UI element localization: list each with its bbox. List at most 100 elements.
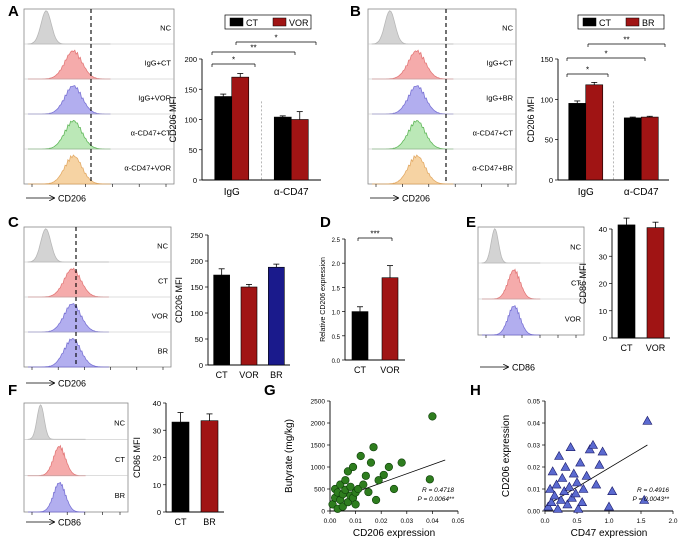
panel-h-point bbox=[552, 503, 563, 513]
panel-d-y-tick-label: 2.0 bbox=[332, 262, 341, 268]
panel-h-point bbox=[543, 501, 554, 511]
panel-h-point bbox=[566, 492, 577, 502]
panel-f-histogram-br bbox=[28, 481, 86, 513]
panel-b-histogram--cd47-br bbox=[372, 154, 454, 185]
panel-h-point bbox=[559, 486, 570, 495]
panel-h-point bbox=[554, 450, 565, 460]
panel-f-histogram-nc bbox=[27, 404, 86, 440]
panel-b-y-tick-label: 150 bbox=[540, 55, 553, 64]
panel-f-y-tick-label: 0 bbox=[157, 508, 161, 517]
panel-b-histogram-nc bbox=[371, 10, 454, 45]
panel-h-point bbox=[642, 415, 653, 425]
panel-d-y-tick-label: 0.5 bbox=[332, 335, 341, 341]
panel-a-bar-ct-0 bbox=[214, 96, 233, 181]
panel-g-point bbox=[425, 475, 434, 484]
panel-d-y-axis-label: Relative CD206 expression bbox=[320, 257, 327, 342]
panel-b-x-tick-label: IgG bbox=[578, 187, 594, 198]
panel-h-point bbox=[546, 497, 557, 506]
panel-h-point bbox=[575, 457, 586, 467]
panel-a-histogram--cd47-ct bbox=[28, 120, 111, 150]
panel-g-y-axis-label: Butyrate (mg/kg) bbox=[284, 419, 295, 493]
panel-a-legend-label-ct: CT bbox=[246, 18, 258, 28]
panel-e-histogram-vor bbox=[482, 305, 541, 336]
panel-g-point bbox=[364, 487, 373, 497]
panel-a-y-tick-label: 200 bbox=[184, 55, 197, 64]
panel-h-x-tick-label: 1.0 bbox=[604, 518, 613, 525]
panel-a-legend-box bbox=[224, 14, 312, 30]
panel-f-track-label: NC bbox=[114, 419, 125, 428]
panel-h-point bbox=[581, 470, 592, 480]
panel-b-axis-label: CD206 bbox=[402, 194, 430, 204]
panel-f-axis-label: CD86 bbox=[58, 518, 81, 528]
panel-g-point bbox=[379, 470, 388, 480]
panel-b-y-tick-label: 100 bbox=[540, 95, 553, 104]
panel-a-bar-ct-1 bbox=[273, 116, 292, 181]
panel-b-legend-swatch-br bbox=[625, 17, 640, 27]
panel-h-y-tick-label: 0.02 bbox=[527, 465, 540, 472]
panel-letter-g: G bbox=[264, 382, 276, 399]
panel-g-point bbox=[346, 482, 355, 491]
panel-h-point bbox=[551, 479, 562, 489]
panel-h-point bbox=[568, 468, 579, 478]
panel-e-bar-vor bbox=[646, 227, 665, 339]
panel-a-bar-vor-0 bbox=[231, 76, 250, 181]
panel-g-x-tick-label: 0.00 bbox=[324, 518, 337, 525]
panel-b-legend-label-br: BR bbox=[642, 18, 655, 28]
panel-e-histogram-ct bbox=[482, 268, 541, 300]
panel-h-point bbox=[639, 494, 650, 504]
panel-d-y-tick-label: 1.5 bbox=[332, 286, 341, 292]
panel-d-y-tick-label: 1.0 bbox=[332, 311, 341, 317]
panel-b-histogram--cd47-ct bbox=[372, 120, 454, 150]
panel-h-x-tick-label: 0.0 bbox=[540, 518, 549, 525]
panel-g-x-tick-label: 0.05 bbox=[452, 518, 465, 525]
panel-h-r-value: R = 0.4916 bbox=[637, 487, 669, 494]
panel-c-histogram-nc bbox=[27, 228, 109, 263]
panel-a-axis-label: CD206 bbox=[58, 194, 86, 204]
panel-letter-b: B bbox=[350, 3, 361, 20]
panel-h-y-tick-label: 0.04 bbox=[527, 421, 540, 428]
panel-a-track-label: NC bbox=[160, 24, 171, 33]
panel-d-y-tick-label: 2.5 bbox=[332, 238, 341, 244]
panel-h-point bbox=[594, 459, 605, 469]
panel-b-y-tick-label: 50 bbox=[545, 136, 553, 145]
panel-f-x-tick-label: CT bbox=[175, 517, 187, 527]
panel-c-x-tick-label: VOR bbox=[239, 370, 259, 380]
panel-a-track-label: α-CD47+CT bbox=[131, 129, 172, 138]
panel-h-y-axis-label: CD206 expression bbox=[501, 415, 512, 497]
panel-h-point bbox=[549, 490, 560, 500]
panel-h-y-tick-label: 0.05 bbox=[527, 399, 540, 406]
panel-h-point bbox=[571, 477, 583, 487]
panel-a-y-tick-label: 150 bbox=[184, 85, 197, 94]
panel-a-y-tick-label: 50 bbox=[189, 146, 197, 155]
panel-f-track-label: BR bbox=[115, 491, 126, 500]
panel-d-x-tick-label: CT bbox=[354, 365, 366, 375]
panel-h-point bbox=[573, 503, 584, 513]
panel-f-y-tick-label: 40 bbox=[153, 399, 161, 408]
panel-b-track-label: α-CD47+BR bbox=[472, 164, 513, 173]
panel-letter-d: D bbox=[320, 214, 331, 231]
panel-c-track-label: NC bbox=[157, 242, 168, 251]
panel-a-histogram--cd47-vor bbox=[28, 154, 111, 185]
panel-a-track-label: IgG+CT bbox=[145, 59, 172, 68]
panel-c-histogram-vor bbox=[28, 303, 109, 333]
panel-h-point bbox=[597, 446, 608, 456]
panel-a-legend-swatch-vor bbox=[272, 17, 287, 27]
panel-g-point bbox=[341, 476, 350, 485]
panel-a-x-tick-label: α-CD47 bbox=[274, 187, 309, 198]
panel-h-x-tick-label: 1.5 bbox=[636, 518, 645, 525]
panel-g-point bbox=[366, 458, 376, 467]
panel-f-y-tick-label: 30 bbox=[153, 426, 161, 435]
panel-b-track-label: NC bbox=[502, 24, 513, 33]
panel-h-point bbox=[560, 461, 571, 471]
panel-e-axis-label: CD86 bbox=[512, 363, 535, 373]
panel-c-bar-br bbox=[268, 266, 285, 366]
panel-g-point bbox=[428, 412, 437, 421]
panel-c-histogram-ct bbox=[28, 267, 109, 298]
panel-e-y-tick-label: 10 bbox=[599, 307, 607, 316]
panel-c-histogram-br bbox=[28, 338, 109, 368]
panel-g-y-tick-label: 0 bbox=[321, 509, 325, 516]
panel-b-sig-label: * bbox=[604, 50, 607, 59]
panel-g-x-tick-label: 0.04 bbox=[426, 518, 439, 525]
panel-g-point bbox=[348, 462, 358, 472]
panel-letter-c: C bbox=[8, 214, 19, 231]
